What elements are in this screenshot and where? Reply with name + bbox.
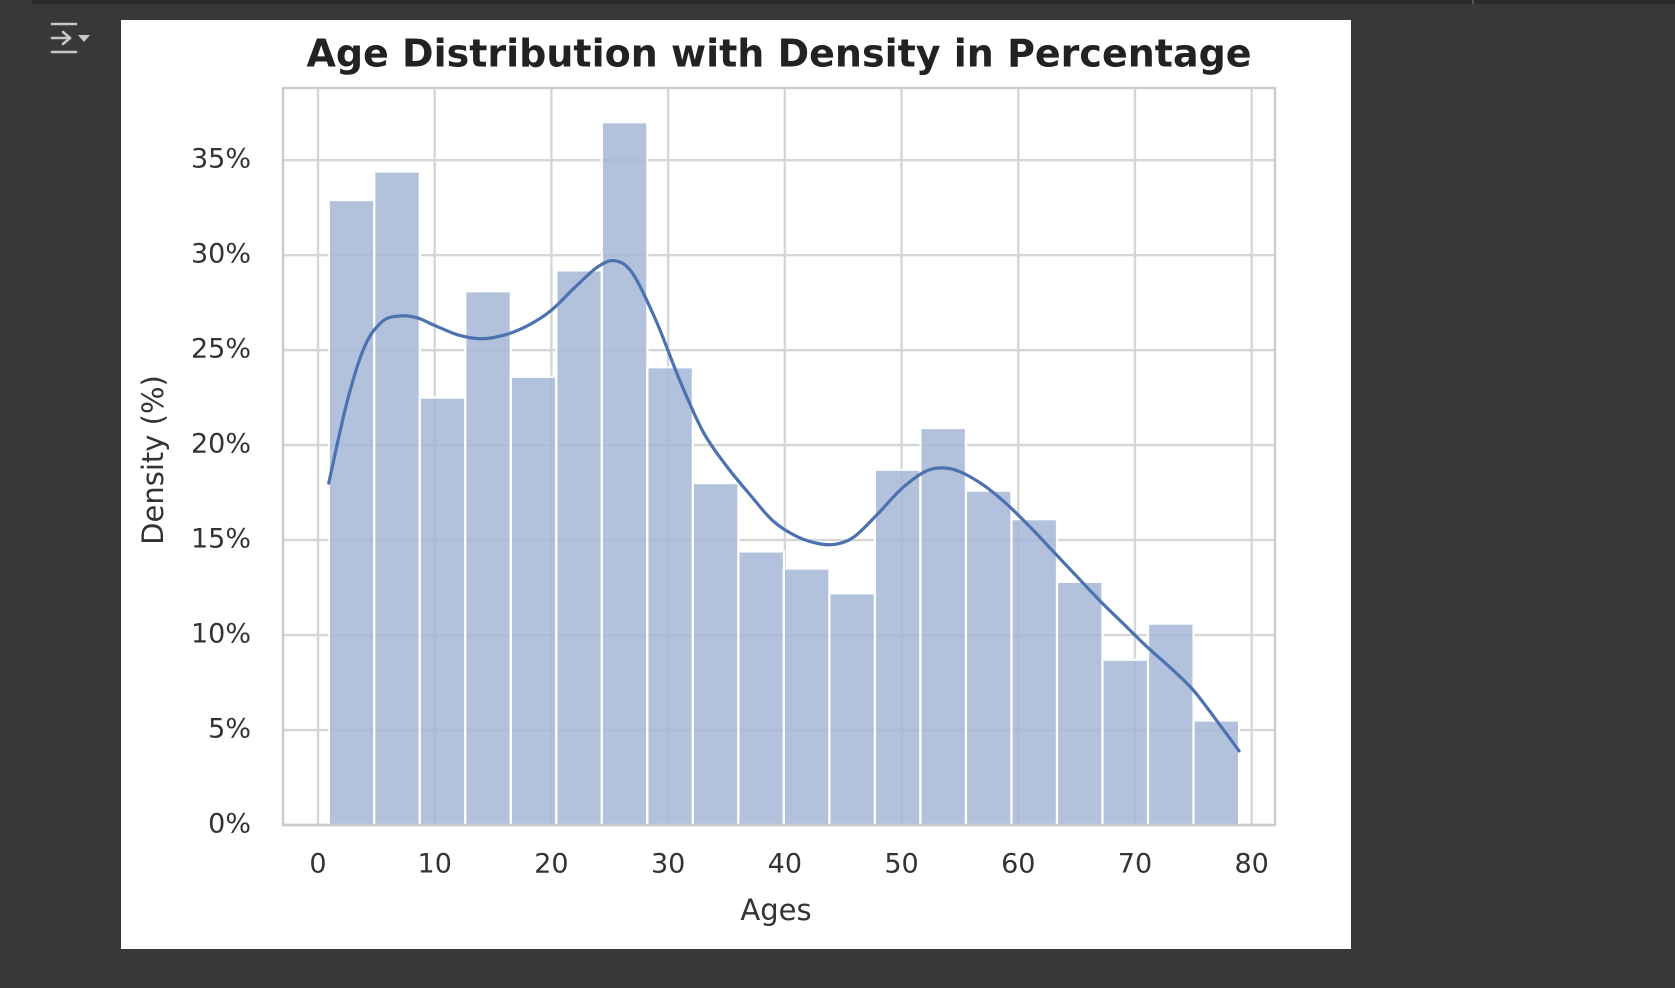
cell-top-border	[32, 0, 1675, 4]
y-tick-label-2: 10%	[191, 619, 251, 650]
histogram-bar-5	[555, 269, 603, 827]
x-tick-label-3: 30	[651, 849, 685, 880]
plot-frame	[281, 86, 1277, 827]
histogram-bar-4	[509, 375, 558, 827]
x-axis-label: Ages	[740, 893, 811, 927]
histogram-bar-13	[919, 426, 968, 827]
histogram-bar-10	[782, 567, 831, 827]
histogram-bar-3	[464, 290, 512, 827]
x-tick-label-8: 80	[1234, 849, 1268, 880]
histogram-bar-14	[964, 489, 1013, 827]
histogram-bar-0	[327, 198, 376, 827]
output-collapse-button[interactable]	[48, 18, 92, 58]
x-tick-label-1: 10	[418, 849, 452, 880]
y-tick-label-4: 20%	[191, 429, 251, 460]
x-tick-label-4: 40	[768, 849, 802, 880]
y-tick-label-7: 35%	[191, 144, 251, 175]
histogram-bar-17	[1101, 658, 1150, 827]
x-tick-label-0: 0	[309, 849, 326, 880]
histogram-bar-11	[828, 592, 877, 827]
histogram-bar-15	[1010, 518, 1059, 827]
chart-title: Age Distribution with Density in Percent…	[306, 32, 1251, 76]
y-tick-label-5: 25%	[191, 334, 251, 365]
y-tick-label-0: 0%	[208, 809, 251, 840]
histogram-bar-16	[1055, 580, 1104, 827]
histogram-chart: 0 10 20 30 40 50 60 70 80 0% 5% 10% 15% 20% 25% 30% 35%…	[136, 32, 1277, 927]
y-tick-label-6: 30%	[191, 239, 251, 270]
x-tick-label-5: 50	[884, 849, 918, 880]
x-tick-labels: 0 10 20 30 40 50 60 70 80	[309, 849, 1268, 880]
y-axis-label: Density (%)	[136, 375, 170, 545]
histogram-bar-1	[373, 170, 421, 827]
chart-figure: 0 10 20 30 40 50 60 70 80 0% 5% 10% 15% 20% 25% 30% 35%…	[121, 20, 1351, 949]
histogram-bar-12	[873, 468, 922, 827]
kde-line	[327, 258, 1241, 753]
y-tick-label-3: 15%	[191, 524, 251, 555]
histogram-bar-19	[1192, 719, 1241, 827]
x-tick-label-7: 70	[1118, 849, 1152, 880]
histogram-bar-6	[600, 121, 649, 827]
y-tick-label-1: 5%	[208, 714, 251, 745]
histogram-bars	[327, 121, 1241, 827]
histogram-bar-9	[737, 550, 786, 827]
histogram-bar-8	[691, 481, 740, 827]
x-tick-label-6: 60	[1001, 849, 1035, 880]
output-collapse-icon	[50, 22, 90, 54]
cell-top-border-tick	[1472, 0, 1474, 4]
histogram-bar-7	[646, 366, 694, 827]
x-tick-label-2: 20	[534, 849, 568, 880]
histogram-bar-2	[418, 396, 467, 827]
y-tick-labels: 0% 5% 10% 15% 20% 25% 30% 35%	[191, 144, 251, 840]
